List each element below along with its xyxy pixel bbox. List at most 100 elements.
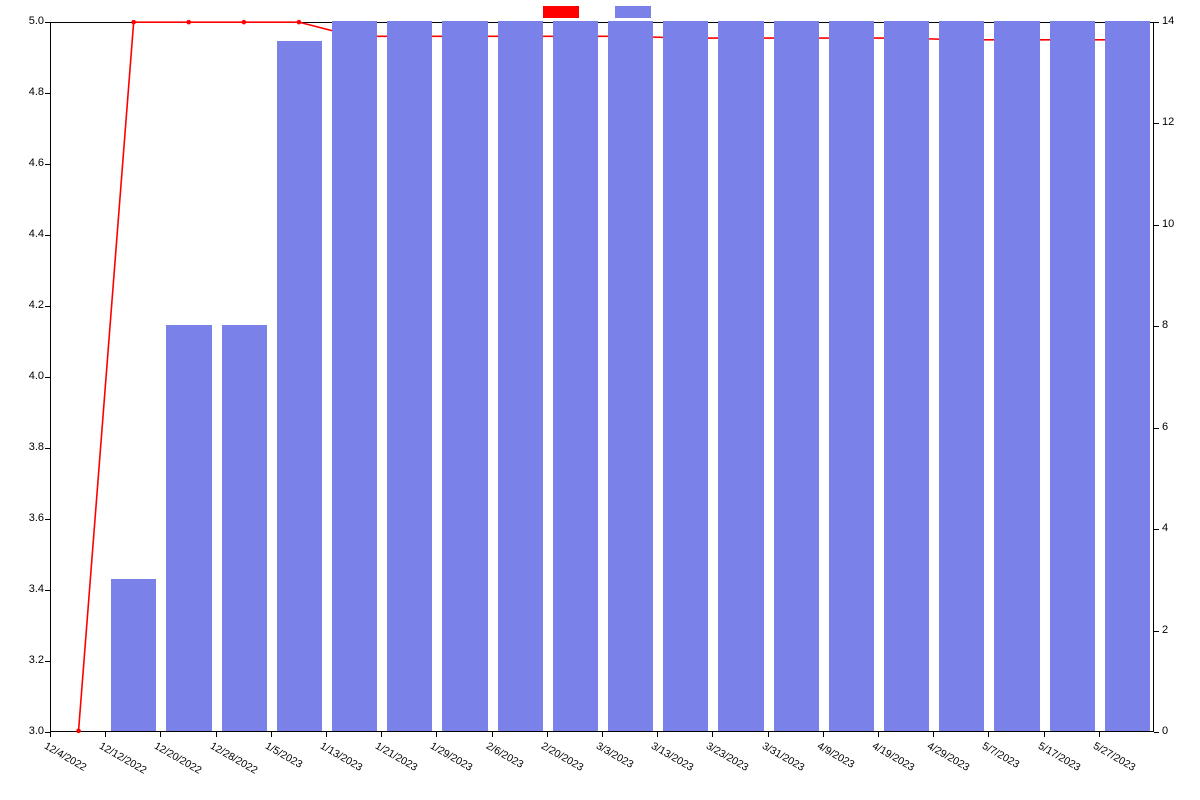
bar [277,41,322,731]
y-left-label: 4.2 [4,299,44,311]
y-left-label: 3.6 [4,512,44,524]
x-axis-label: 2/6/2023 [484,740,525,771]
x-tick [823,732,824,737]
y-right-label: 2 [1162,624,1200,636]
legend-item-bar [615,6,657,18]
y-left-tick [45,93,50,94]
x-axis-label: 12/12/2022 [97,740,149,777]
x-tick [381,732,382,737]
x-axis-label: 4/19/2023 [870,740,916,774]
x-tick [878,732,879,737]
x-tick [326,732,327,737]
y-left-label: 4.6 [4,157,44,169]
y-left-tick [45,377,50,378]
bar [553,21,598,731]
x-tick [492,732,493,737]
bar [387,21,432,731]
x-axis-label: 3/3/2023 [594,740,635,771]
x-axis-label: 2/20/2023 [539,740,585,774]
y-right-tick [1154,428,1159,429]
y-right-tick [1154,732,1159,733]
x-tick [436,732,437,737]
legend-swatch-line [543,6,579,18]
x-tick [602,732,603,737]
x-axis-label: 1/5/2023 [263,740,304,771]
line-marker [76,729,81,734]
y-right-label: 0 [1162,725,1200,737]
line-marker [242,20,247,25]
bar [1105,21,1150,731]
y-left-label: 3.0 [4,725,44,737]
y-left-label: 4.0 [4,370,44,382]
bar [663,21,708,731]
y-left-tick [45,235,50,236]
legend-item-line [543,6,585,18]
x-axis-label: 4/29/2023 [925,740,971,774]
bar [332,21,377,731]
legend-swatch-bar [615,6,651,18]
x-tick [1044,732,1045,737]
x-tick [216,732,217,737]
y-right-label: 12 [1162,116,1200,128]
x-axis-label: 3/13/2023 [649,740,695,774]
line-marker [131,20,136,25]
x-tick [160,732,161,737]
y-right-label: 6 [1162,421,1200,433]
x-axis-label: 5/7/2023 [980,740,1021,771]
y-left-label: 3.8 [4,441,44,453]
y-right-label: 14 [1162,15,1200,27]
x-axis-label: 12/28/2022 [208,740,260,777]
bar [774,21,819,731]
bar [111,579,156,731]
x-tick [547,732,548,737]
y-right-tick [1154,225,1159,226]
x-axis-label: 3/23/2023 [704,740,750,774]
x-tick [768,732,769,737]
x-axis-label: 4/9/2023 [815,740,856,771]
bar [442,21,487,731]
y-left-label: 3.2 [4,654,44,666]
y-left-tick [45,519,50,520]
y-left-tick [45,22,50,23]
bar [829,21,874,731]
x-tick [1099,732,1100,737]
y-right-tick [1154,631,1159,632]
chart-legend [0,6,1200,18]
x-axis-label: 5/27/2023 [1091,740,1137,774]
y-left-tick [45,164,50,165]
line-series-svg [51,22,1153,731]
y-right-tick [1154,123,1159,124]
line-marker [297,20,302,25]
bar [1050,21,1095,731]
x-axis-label: 1/21/2023 [373,740,419,774]
plot-area [50,22,1154,732]
y-left-label: 4.8 [4,86,44,98]
y-right-tick [1154,529,1159,530]
y-left-tick [45,661,50,662]
x-axis-label: 5/17/2023 [1036,740,1082,774]
y-left-tick [45,590,50,591]
bar [994,21,1039,731]
x-tick [712,732,713,737]
x-tick [933,732,934,737]
bar [222,325,267,731]
y-left-label: 3.4 [4,583,44,595]
x-tick [105,732,106,737]
x-axis-label: 12/4/2022 [42,740,88,774]
bar [718,21,763,731]
x-tick [657,732,658,737]
x-axis-label: 12/20/2022 [152,740,204,777]
bar [166,325,211,731]
x-tick [271,732,272,737]
x-tick [50,732,51,737]
x-axis-label: 3/31/2023 [760,740,806,774]
bar [884,21,929,731]
y-right-label: 4 [1162,522,1200,534]
y-left-tick [45,306,50,307]
x-tick [988,732,989,737]
bar [939,21,984,731]
y-right-tick [1154,326,1159,327]
bar [498,21,543,731]
y-left-label: 5.0 [4,15,44,27]
y-left-tick [45,448,50,449]
